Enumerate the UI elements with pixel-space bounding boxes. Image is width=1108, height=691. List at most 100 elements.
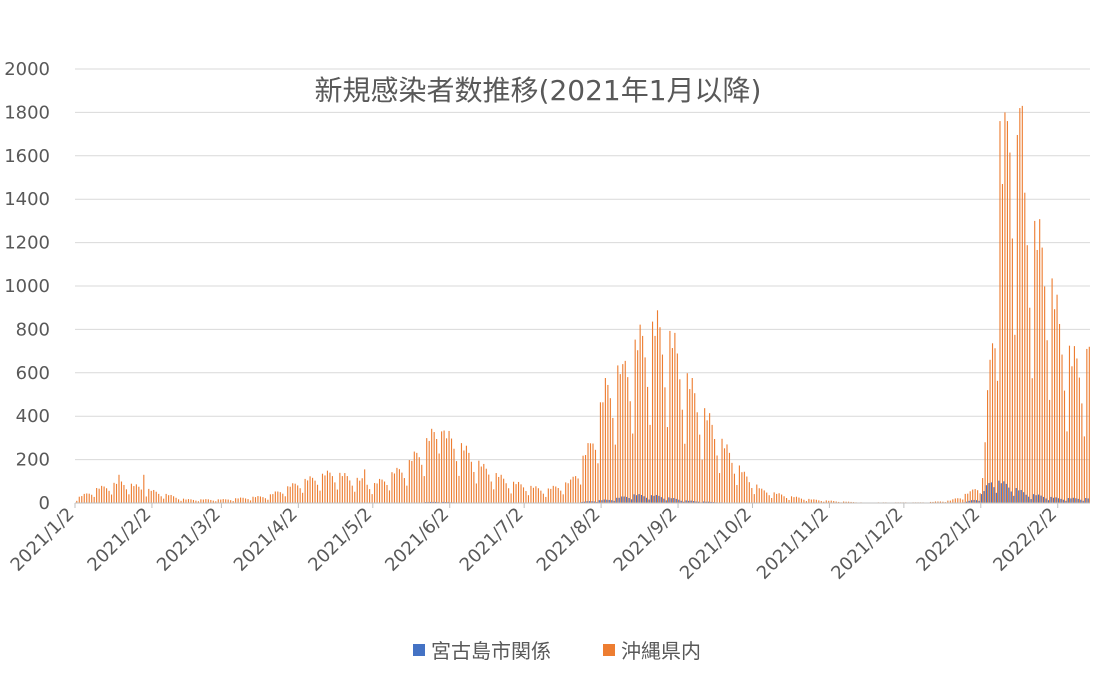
x-tick-label: 2021/12/2 bbox=[827, 504, 907, 584]
bar-okinawa bbox=[101, 486, 102, 503]
bar-okinawa bbox=[992, 343, 993, 503]
bar-okinawa bbox=[570, 480, 571, 503]
bar-okinawa bbox=[1012, 238, 1013, 503]
bar-okinawa bbox=[297, 485, 298, 503]
bar-okinawa bbox=[647, 387, 648, 503]
bar-okinawa bbox=[689, 389, 690, 503]
bar-okinawa bbox=[960, 498, 961, 503]
bar-okinawa bbox=[434, 432, 435, 503]
bar-okinawa bbox=[143, 475, 144, 503]
y-tick-label: 200 bbox=[16, 450, 50, 471]
bar-okinawa bbox=[471, 462, 472, 503]
bar-miyakojima bbox=[661, 497, 662, 503]
bar-okinawa bbox=[240, 498, 241, 503]
bar-okinawa bbox=[332, 476, 333, 503]
bar-okinawa bbox=[352, 486, 353, 503]
bar-miyakojima bbox=[1013, 496, 1014, 503]
bars bbox=[76, 106, 1090, 503]
bar-okinawa bbox=[444, 431, 445, 503]
bar-okinawa bbox=[424, 476, 425, 503]
bar-miyakojima bbox=[671, 498, 672, 503]
bar-okinawa bbox=[1032, 378, 1033, 503]
bar-okinawa bbox=[637, 350, 638, 503]
bar-okinawa bbox=[729, 453, 730, 503]
x-tick-label: 2021/9/2 bbox=[610, 504, 682, 576]
legend-swatch-miyakojima bbox=[413, 644, 425, 656]
bar-okinawa bbox=[650, 425, 651, 503]
bar-okinawa bbox=[801, 499, 802, 503]
bar-miyakojima bbox=[1070, 498, 1071, 503]
bar-okinawa bbox=[1049, 400, 1050, 503]
bar-okinawa bbox=[756, 485, 757, 503]
bar-okinawa bbox=[128, 494, 129, 503]
bar-okinawa bbox=[243, 498, 244, 503]
bar-okinawa bbox=[771, 498, 772, 503]
bar-miyakojima bbox=[1033, 494, 1034, 503]
bar-okinawa bbox=[533, 488, 534, 503]
bar-okinawa bbox=[364, 469, 365, 503]
bar-okinawa bbox=[458, 476, 459, 503]
bar-okinawa bbox=[1089, 347, 1090, 503]
x-tick-label: 2021/4/2 bbox=[230, 504, 302, 576]
bar-okinawa bbox=[712, 425, 713, 503]
bar-okinawa bbox=[367, 485, 368, 503]
bar-miyakojima bbox=[631, 499, 632, 503]
bar-okinawa bbox=[223, 499, 224, 503]
bar-okinawa bbox=[694, 393, 695, 503]
bar-miyakojima bbox=[643, 496, 644, 503]
bar-okinawa bbox=[955, 498, 956, 503]
bar-okinawa bbox=[436, 439, 437, 503]
bar-okinawa bbox=[426, 438, 427, 503]
legend-swatch-okinawa bbox=[603, 644, 615, 656]
bar-okinawa bbox=[121, 482, 122, 503]
bar-miyakojima bbox=[1053, 498, 1054, 503]
bar-miyakojima bbox=[641, 495, 642, 503]
bar-okinawa bbox=[516, 484, 517, 503]
bar-okinawa bbox=[605, 378, 606, 503]
bar-okinawa bbox=[501, 475, 502, 503]
bar-okinawa bbox=[468, 453, 469, 503]
bar-okinawa bbox=[146, 496, 147, 503]
bar-okinawa bbox=[645, 357, 646, 503]
bar-miyakojima bbox=[626, 497, 627, 503]
bar-okinawa bbox=[302, 493, 303, 503]
bar-okinawa bbox=[1027, 245, 1028, 503]
bar-okinawa bbox=[391, 472, 392, 503]
bar-okinawa bbox=[171, 495, 172, 503]
bar-okinawa bbox=[625, 361, 626, 503]
bar-okinawa bbox=[513, 482, 514, 503]
bar-okinawa bbox=[779, 493, 780, 503]
y-tick-label: 2000 bbox=[4, 59, 50, 80]
bar-okinawa bbox=[736, 485, 737, 503]
bar-okinawa bbox=[1057, 295, 1058, 503]
bar-okinawa bbox=[1059, 324, 1060, 503]
bar-okinawa bbox=[441, 431, 442, 503]
bar-okinawa bbox=[1064, 391, 1065, 503]
bar-okinawa bbox=[123, 485, 124, 503]
y-tick-label: 1600 bbox=[4, 146, 50, 167]
bar-okinawa bbox=[178, 499, 179, 503]
bar-miyakojima bbox=[1050, 497, 1051, 503]
bar-miyakojima bbox=[981, 494, 982, 503]
bar-miyakojima bbox=[983, 491, 984, 503]
bar-miyakojima bbox=[1008, 488, 1009, 503]
bar-okinawa bbox=[652, 322, 653, 503]
bar-okinawa bbox=[359, 481, 360, 503]
bar-miyakojima bbox=[1003, 481, 1004, 503]
bar-miyakojima bbox=[1031, 499, 1032, 503]
bar-okinawa bbox=[774, 492, 775, 503]
bar-okinawa bbox=[277, 492, 278, 504]
x-tick-label: 2021/1/2 bbox=[7, 504, 79, 576]
bar-okinawa bbox=[81, 496, 82, 503]
bar-okinawa bbox=[272, 494, 273, 503]
bar-miyakojima bbox=[619, 498, 620, 503]
bar-okinawa bbox=[1007, 121, 1008, 503]
bar-okinawa bbox=[319, 491, 320, 503]
bar-miyakojima bbox=[998, 481, 999, 503]
bar-okinawa bbox=[1061, 355, 1062, 503]
y-tick-label: 400 bbox=[16, 406, 50, 427]
bar-okinawa bbox=[322, 474, 323, 503]
bar-okinawa bbox=[568, 483, 569, 503]
bar-okinawa bbox=[416, 453, 417, 503]
